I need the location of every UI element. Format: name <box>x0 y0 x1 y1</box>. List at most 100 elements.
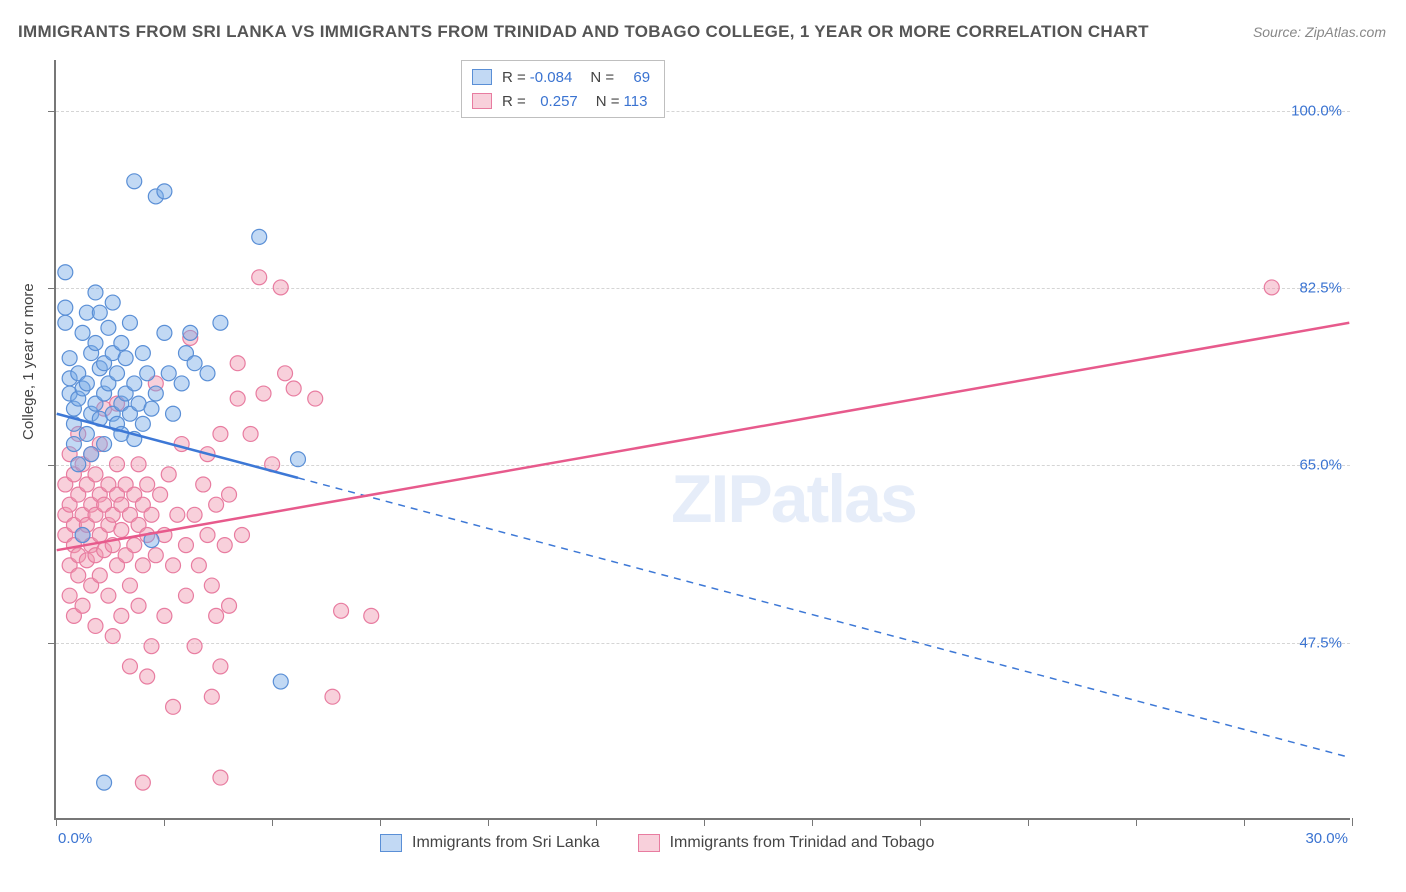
source-attribution: Source: ZipAtlas.com <box>1253 24 1386 40</box>
data-point-blue <box>84 447 99 462</box>
data-point-pink <box>62 588 77 603</box>
data-point-pink <box>213 426 228 441</box>
data-point-blue <box>88 336 103 351</box>
data-point-pink <box>161 467 176 482</box>
data-point-blue <box>148 386 163 401</box>
legend-item-blue: Immigrants from Sri Lanka <box>380 834 600 852</box>
data-point-blue <box>114 336 129 351</box>
data-point-pink <box>110 457 125 472</box>
data-point-pink <box>200 528 215 543</box>
data-point-pink <box>170 507 185 522</box>
data-point-blue <box>110 366 125 381</box>
data-point-pink <box>114 522 129 537</box>
data-point-blue <box>161 366 176 381</box>
data-point-blue <box>200 366 215 381</box>
y-tick-label: 65.0% <box>1299 457 1342 474</box>
stats-legend-row-blue: R = -0.084 N = 69 <box>472 65 650 89</box>
data-point-blue <box>144 401 159 416</box>
data-point-pink <box>213 659 228 674</box>
data-point-blue <box>157 184 172 199</box>
data-point-pink <box>101 588 116 603</box>
data-point-pink <box>131 457 146 472</box>
data-point-blue <box>75 325 90 340</box>
data-point-pink <box>308 391 323 406</box>
data-point-blue <box>157 325 172 340</box>
data-point-pink <box>196 477 211 492</box>
data-point-pink <box>209 497 224 512</box>
data-point-pink <box>222 598 237 613</box>
data-point-pink <box>187 639 202 654</box>
y-axis-label: College, 1 year or more <box>20 283 37 440</box>
data-point-blue <box>66 437 81 452</box>
data-point-blue <box>273 674 288 689</box>
data-point-blue <box>187 356 202 371</box>
data-point-pink <box>243 426 258 441</box>
data-point-blue <box>97 775 112 790</box>
data-point-pink <box>278 366 293 381</box>
data-point-pink <box>75 598 90 613</box>
data-point-blue <box>140 366 155 381</box>
data-point-blue <box>127 376 142 391</box>
data-point-pink <box>131 598 146 613</box>
swatch-blue-icon <box>380 834 402 852</box>
data-point-blue <box>71 457 86 472</box>
data-point-blue <box>101 320 116 335</box>
data-point-pink <box>135 775 150 790</box>
data-point-pink <box>222 487 237 502</box>
data-point-pink <box>286 381 301 396</box>
data-point-pink <box>334 603 349 618</box>
data-point-pink <box>191 558 206 573</box>
data-point-pink <box>166 699 181 714</box>
data-point-pink <box>88 467 103 482</box>
data-point-pink <box>187 507 202 522</box>
data-point-pink <box>213 770 228 785</box>
stats-legend: R = -0.084 N = 69 R = 0.257 N = 113 <box>461 60 665 118</box>
y-tick-label: 47.5% <box>1299 634 1342 651</box>
data-point-blue <box>135 346 150 361</box>
data-point-pink <box>144 507 159 522</box>
data-point-pink <box>252 270 267 285</box>
data-point-pink <box>122 659 137 674</box>
data-point-pink <box>166 558 181 573</box>
data-point-blue <box>97 437 112 452</box>
trendline-blue-extrapolated <box>298 478 1349 757</box>
data-point-blue <box>174 376 189 391</box>
data-point-pink <box>88 618 103 633</box>
data-point-blue <box>122 315 137 330</box>
data-point-pink <box>364 608 379 623</box>
chart-title: IMMIGRANTS FROM SRI LANKA VS IMMIGRANTS … <box>18 22 1149 42</box>
stats-legend-row-pink: R = 0.257 N = 113 <box>472 89 650 113</box>
data-point-blue <box>183 325 198 340</box>
data-point-pink <box>148 548 163 563</box>
data-point-pink <box>234 528 249 543</box>
data-point-pink <box>178 538 193 553</box>
data-point-pink <box>204 689 219 704</box>
data-point-blue <box>88 285 103 300</box>
data-point-pink <box>92 568 107 583</box>
data-point-blue <box>118 351 133 366</box>
x-tick-label: 0.0% <box>58 830 92 847</box>
data-point-pink <box>256 386 271 401</box>
data-point-blue <box>105 295 120 310</box>
data-point-blue <box>79 426 94 441</box>
data-point-pink <box>178 588 193 603</box>
data-point-blue <box>291 452 306 467</box>
series-legend: Immigrants from Sri Lanka Immigrants fro… <box>380 834 934 852</box>
data-point-blue <box>252 229 267 244</box>
data-point-blue <box>92 305 107 320</box>
data-point-blue <box>75 528 90 543</box>
data-point-blue <box>79 376 94 391</box>
data-point-pink <box>230 356 245 371</box>
data-point-pink <box>105 629 120 644</box>
legend-item-pink: Immigrants from Trinidad and Tobago <box>638 834 935 852</box>
data-point-pink <box>1264 280 1279 295</box>
data-point-pink <box>144 639 159 654</box>
data-point-pink <box>122 578 137 593</box>
y-tick-label: 82.5% <box>1299 280 1342 297</box>
data-point-pink <box>127 538 142 553</box>
data-point-pink <box>135 558 150 573</box>
data-point-blue <box>127 174 142 189</box>
data-point-pink <box>325 689 340 704</box>
data-point-pink <box>71 568 86 583</box>
data-point-pink <box>140 669 155 684</box>
